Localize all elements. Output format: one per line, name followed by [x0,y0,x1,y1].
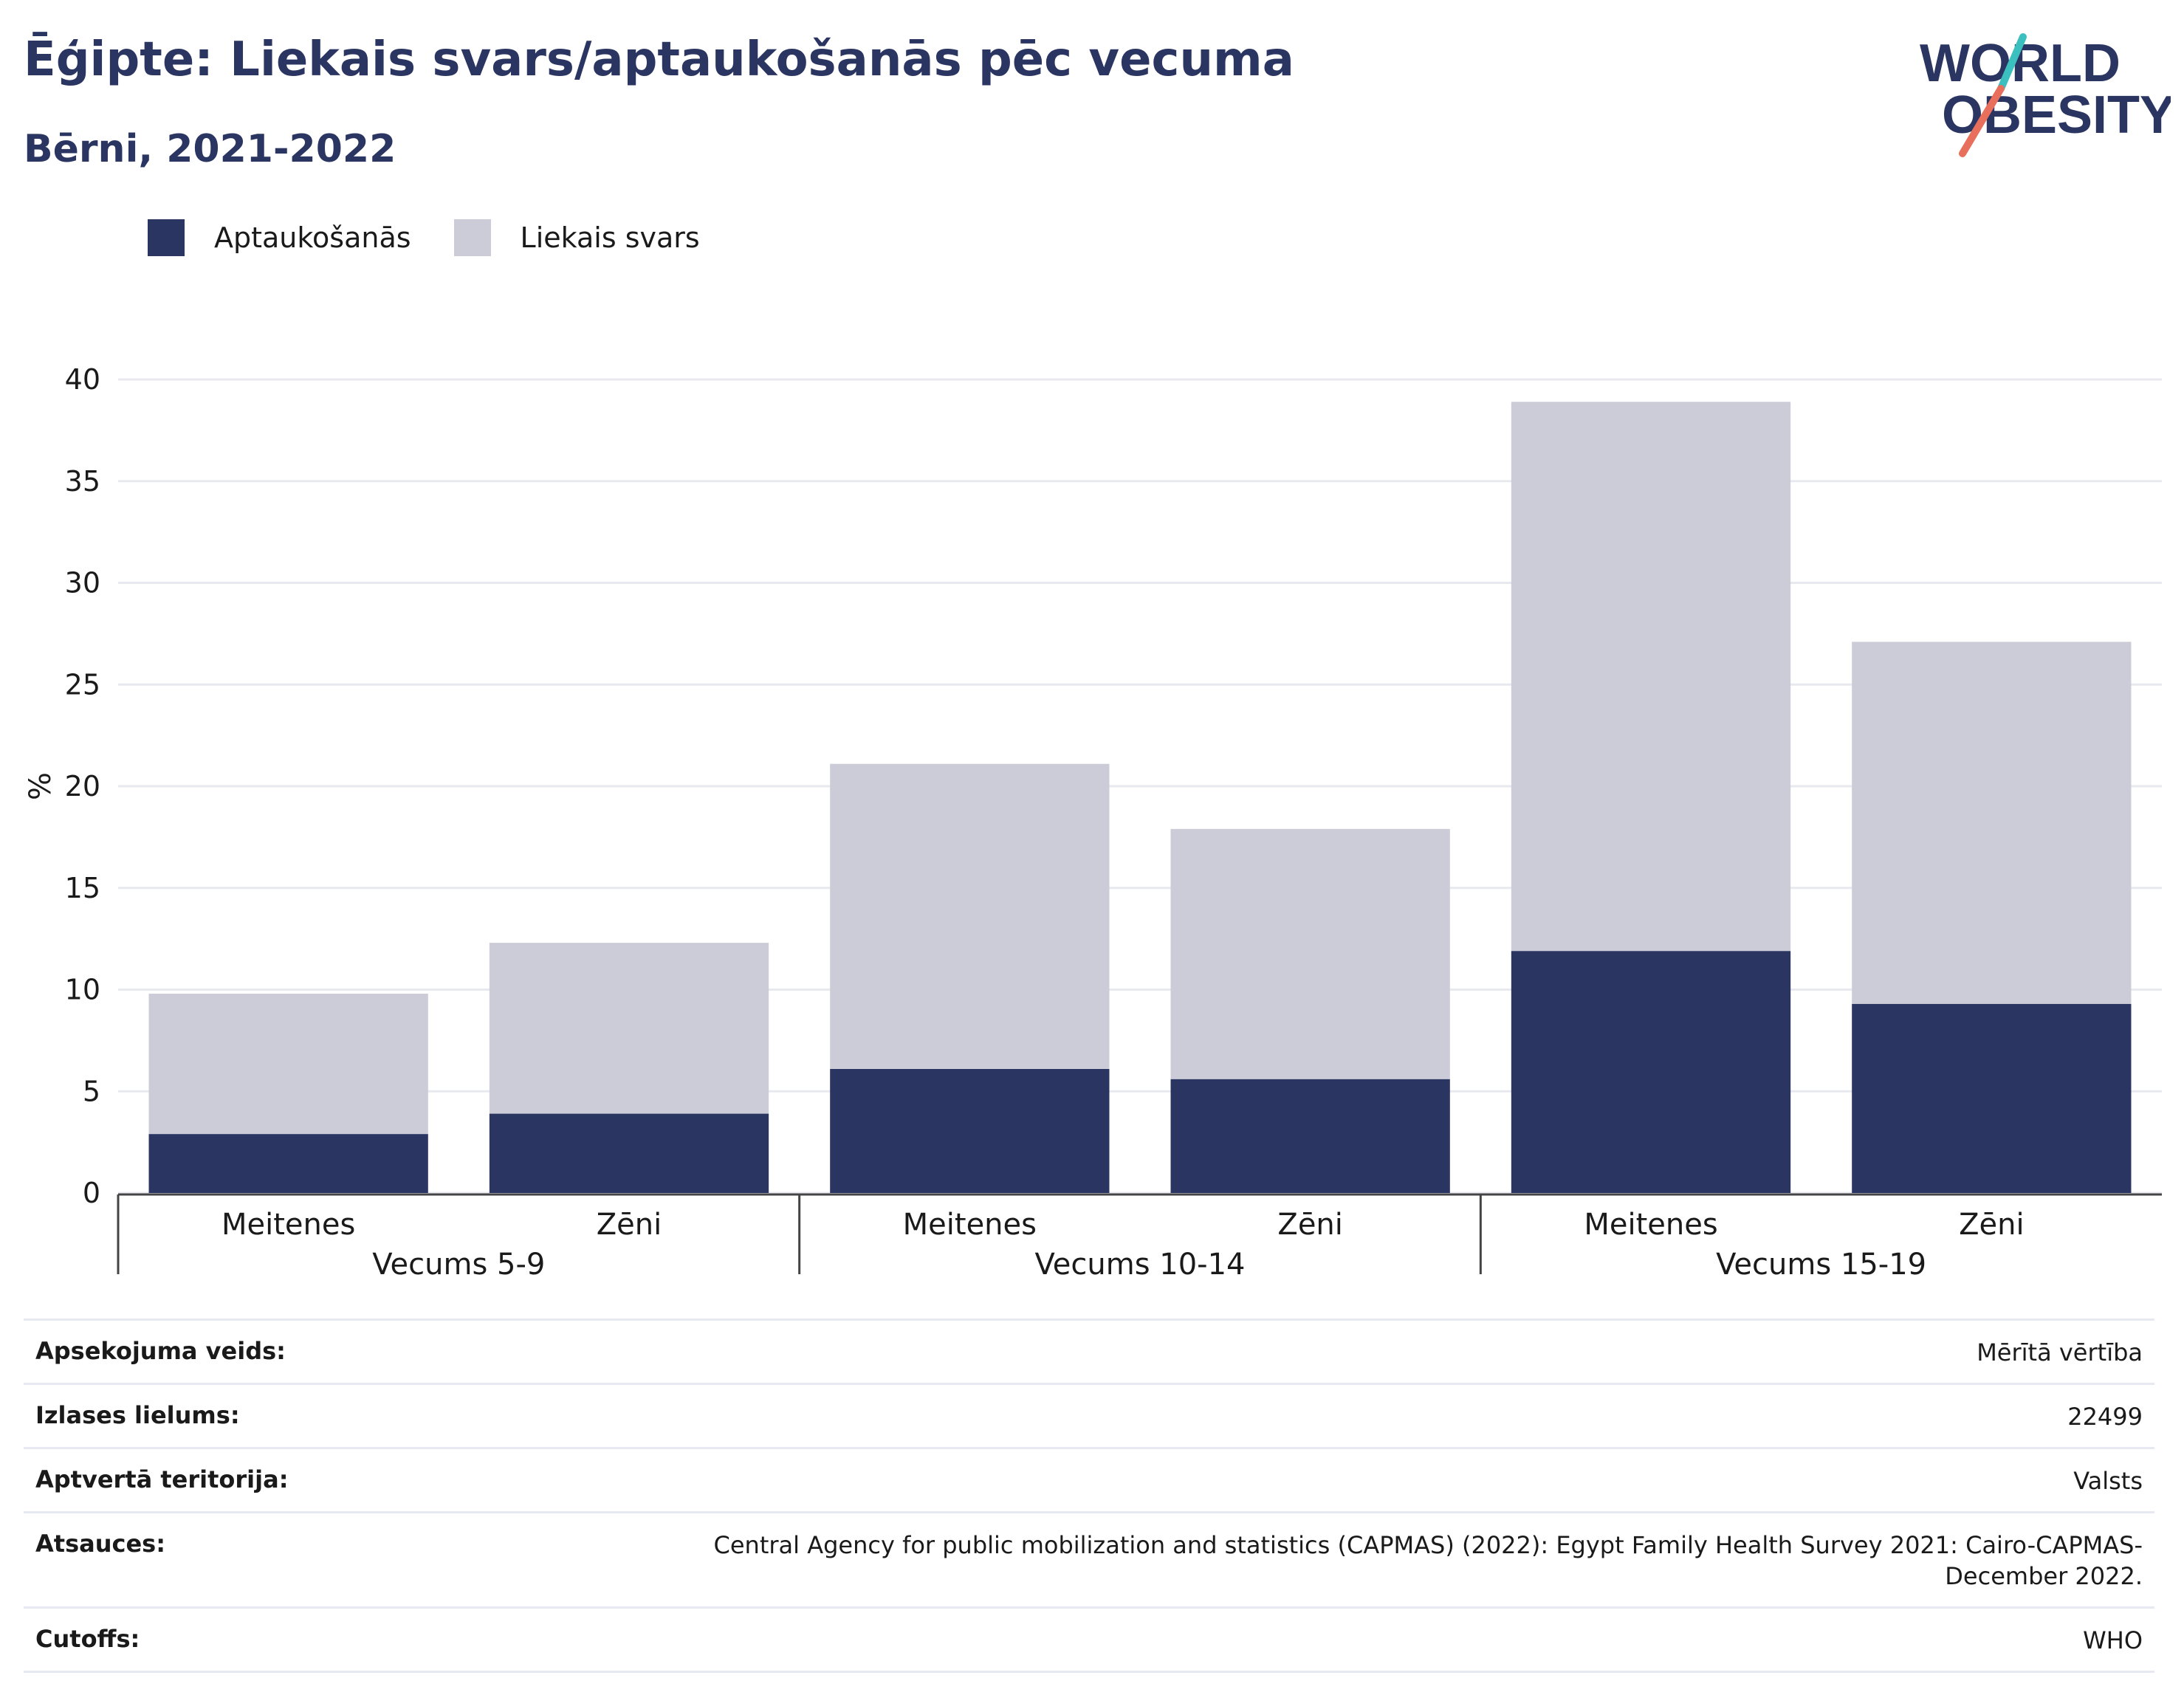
legend-item-obesity[interactable]: Aptaukošanās [148,219,411,256]
meta-value: Central Agency for public mobilization a… [713,1531,2143,1590]
meta-value: WHO [2083,1626,2143,1654]
y-tick-label: 30 [65,567,100,599]
world-obesity-logo: WORLD OBESITY [1920,33,2171,157]
logo-slash-top [1997,33,2027,92]
y-tick-label: 0 [83,1177,100,1209]
bar-obesity [1511,951,1791,1193]
legend-swatch-overweight [453,219,491,256]
meta-row-survey-type: Apsekojuma veids: Mērītā vērtība [24,1318,2154,1383]
y-tick-label: 35 [65,465,100,498]
bar-overweight [1852,642,2132,1004]
bar-overweight [830,763,1110,1069]
meta-key: Apsekojuma veids: [35,1337,286,1365]
logo-slash-bottom [1959,85,2005,157]
group-label: Vecums 10-14 [1035,1248,1246,1282]
bar-obesity [489,1113,769,1193]
bar-overweight [1511,402,1791,952]
x-tick-label: Zēni [1277,1208,1342,1242]
y-tick-label: 25 [65,668,100,701]
metadata-table: Apsekojuma veids: Mērītā vērtība Izlases… [24,1318,2154,1673]
bar-obesity [148,1134,428,1193]
bar-overweight [148,994,428,1135]
meta-row-sample-size: Izlases lielums: 22499 [24,1383,2154,1447]
logo-text-obesity: OBESITY [1942,86,2171,145]
bar-overweight [1170,828,1450,1079]
bar-chart: 0 5 10 15 20 25 30 35 40% Meitenes Zēni Meitenes Zēn… [24,363,2162,1282]
chart-legend: Aptaukošanās Liekais svars [148,219,743,257]
chart-subtitle: Bērni, 2021-2022 [24,127,396,171]
bar-obesity [1852,1003,2132,1193]
x-tick-label: Meitenes [1584,1208,1717,1242]
meta-value: Valsts [2073,1467,2143,1495]
meta-value: Mērītā vērtība [1977,1338,2143,1366]
legend-label-overweight: Liekais svars [520,221,700,254]
meta-value: 22499 [2067,1403,2143,1431]
x-tick-label: Zēni [597,1208,662,1242]
bar-overweight [489,943,769,1114]
chart-title: Ēģipte: Liekais svars/aptaukošanās pēc v… [24,32,1294,87]
x-tick-label: Zēni [1959,1208,2024,1242]
meta-key: Cutoffs: [35,1625,140,1653]
legend-swatch-obesity [148,219,185,256]
meta-row-coverage: Aptvertā teritorija: Valsts [24,1447,2154,1511]
y-tick-label: 15 [65,872,100,904]
meta-key: Aptvertā teritorija: [35,1465,289,1493]
y-tick-label: 40 [65,363,100,396]
bar-obesity [1170,1079,1450,1193]
y-tick-label: 20 [65,770,100,802]
meta-row-references: Atsauces: Central Agency for public mobi… [24,1511,2154,1606]
meta-key: Atsauces: [35,1530,165,1558]
legend-item-overweight[interactable]: Liekais svars [453,219,700,256]
meta-row-cutoffs: Cutoffs: WHO [24,1606,2154,1673]
x-tick-label: Meitenes [903,1208,1037,1242]
meta-key: Izlases lielums: [35,1401,240,1429]
legend-label-obesity: Aptaukošanās [214,221,411,254]
y-tick-label: 10 [65,974,100,1006]
x-tick-label: Meitenes [222,1208,355,1242]
y-axis-label: % [24,772,58,800]
y-tick-label: 5 [83,1075,100,1107]
bar-obesity [830,1068,1110,1193]
group-label: Vecums 15-19 [1716,1248,1926,1282]
group-label: Vecums 5-9 [372,1248,545,1282]
